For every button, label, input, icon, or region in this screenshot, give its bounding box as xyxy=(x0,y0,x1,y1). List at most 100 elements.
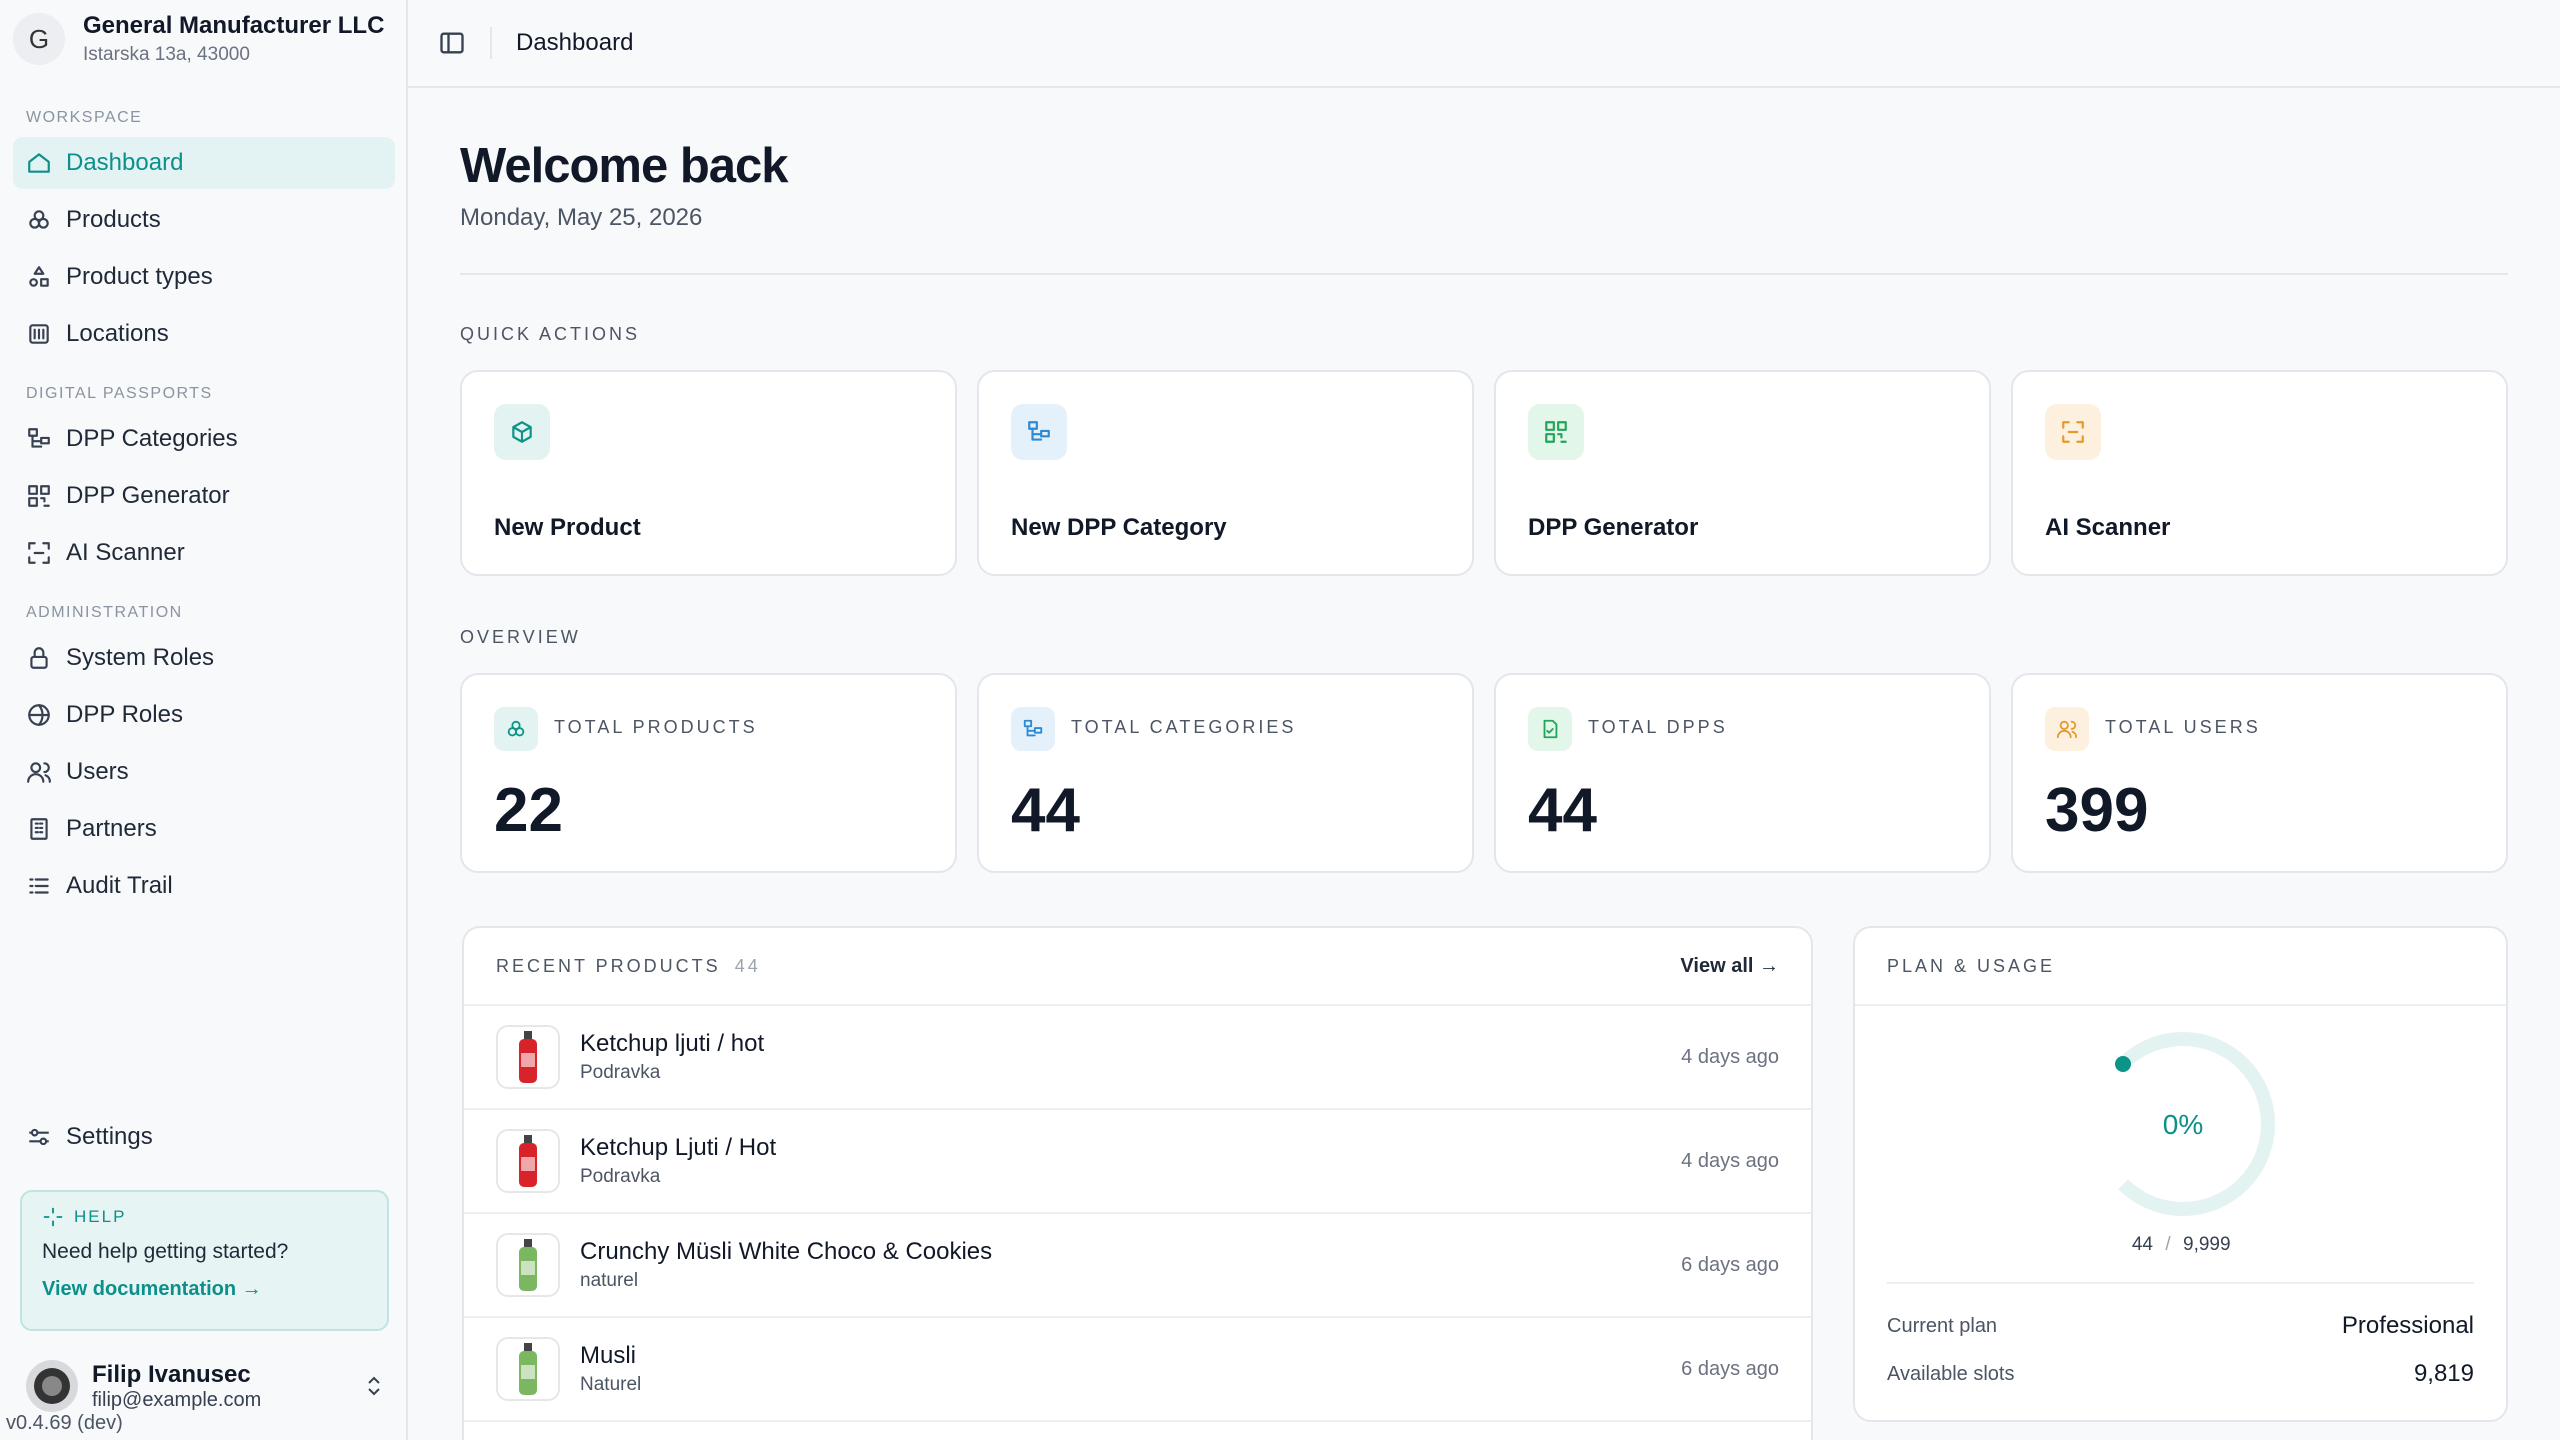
nav-label: Users xyxy=(66,758,129,785)
nav-item[interactable]: DPP Categories xyxy=(13,413,395,465)
plan-row: Available slots 9,819 xyxy=(1855,1350,2506,1398)
card-title: DPP Generator xyxy=(1528,514,1699,541)
product-row[interactable]: Crunchy Müsli White Choco & Cookies natur… xyxy=(464,1214,1811,1318)
stat-card: TOTAL PRODUCTS 22 xyxy=(460,673,957,873)
stat-label: TOTAL CATEGORIES xyxy=(1071,717,1297,737)
nav-label: System Roles xyxy=(66,644,215,671)
section-label: QUICK ACTIONS xyxy=(460,324,641,344)
quick-action-card[interactable]: New Product xyxy=(460,370,957,576)
user-name: Filip Ivanusec xyxy=(92,1360,251,1388)
product-name: Ketchup Ljuti / Hot xyxy=(580,1134,777,1161)
product-row[interactable]: Ketchup Ljuti / Hot Podravka 4 days ago xyxy=(464,1110,1811,1214)
stat-value: 44 xyxy=(1528,776,1597,845)
icon xyxy=(2045,707,2089,751)
view-all[interactable]: View all → xyxy=(1680,954,1779,977)
stat-card: TOTAL USERS 399 xyxy=(2011,673,2508,873)
plan-key: Current plan xyxy=(1887,1314,1998,1337)
card-title: New Product xyxy=(494,514,641,541)
nav-item[interactable]: Product types xyxy=(13,251,395,303)
nav-item[interactable]: DPP Roles xyxy=(13,689,395,741)
sidebar-toggle[interactable] xyxy=(438,29,466,57)
nav-label: Locations xyxy=(66,320,169,347)
product-thumb xyxy=(496,1129,560,1193)
help-label: HELP xyxy=(74,1207,127,1226)
product-thumb xyxy=(496,1337,560,1401)
usage-separator: / xyxy=(2165,1234,2171,1255)
icon xyxy=(494,404,550,460)
org-switcher[interactable]: G General Manufacturer LLC Istarska 13a,… xyxy=(13,12,384,66)
product-time: 4 days ago xyxy=(1681,1149,1779,1172)
nav-item[interactable]: Dashboard xyxy=(13,137,395,189)
help-link[interactable]: View documentation → xyxy=(42,1278,262,1300)
icon xyxy=(1011,404,1067,460)
stat-label: TOTAL USERS xyxy=(2105,717,2261,737)
product-time: 4 days ago xyxy=(1681,1045,1779,1068)
help-text: Need help getting started? xyxy=(42,1240,289,1263)
nav-item[interactable]: System Roles xyxy=(13,632,395,684)
nav-item[interactable]: Partners xyxy=(13,803,395,855)
org-avatar: G xyxy=(13,13,65,65)
product-info: Ketchup Ljuti / Hot Podravka xyxy=(580,1134,776,1188)
product-name: Crunchy Müsli White Choco & Cookies xyxy=(580,1238,993,1265)
icon xyxy=(1528,404,1584,460)
nav-item[interactable]: Settings xyxy=(13,1111,395,1163)
stat-label: TOTAL DPPS xyxy=(1588,717,1728,737)
panel-title: RECENT PRODUCTS xyxy=(496,955,721,976)
nav-label: Products xyxy=(66,206,161,233)
plan-key: Available slots xyxy=(1887,1362,2015,1385)
nav-item[interactable]: Audit Trail xyxy=(13,860,395,912)
quick-action-card[interactable]: DPP Generator xyxy=(1494,370,1991,576)
card-title: New DPP Category xyxy=(1011,514,1227,541)
nav-section: ADMINISTRATION xyxy=(26,604,183,621)
product-time: 6 days ago xyxy=(1681,1357,1779,1380)
stat-card: TOTAL CATEGORIES 44 xyxy=(977,673,1474,873)
nav-label: Audit Trail xyxy=(66,872,173,899)
product-brand: naturel xyxy=(580,1270,639,1291)
panel-title: PLAN & USAGE xyxy=(1887,955,2056,976)
product-brand: Podravka xyxy=(580,1166,661,1187)
sidebar: G General Manufacturer LLC Istarska 13a,… xyxy=(0,0,408,1440)
quick-action-card[interactable]: AI Scanner xyxy=(2011,370,2508,576)
product-info: Musli Naturel xyxy=(580,1342,641,1396)
stat-value: 22 xyxy=(494,776,563,845)
card-title: AI Scanner xyxy=(2045,514,2171,541)
breadcrumb: Dashboard xyxy=(516,29,634,56)
stat-card: TOTAL DPPS 44 xyxy=(1494,673,1991,873)
product-time: 6 days ago xyxy=(1681,1253,1779,1276)
quick-action-card[interactable]: New DPP Category xyxy=(977,370,1474,576)
date: Monday, May 25, 2026 xyxy=(460,204,703,231)
nav-item[interactable]: Locations xyxy=(13,308,395,360)
product-thumb xyxy=(496,1233,560,1297)
icon xyxy=(494,707,538,751)
nav-item[interactable]: AI Scanner xyxy=(13,527,395,579)
user-menu[interactable]: Filip Ivanusec filip@example.com xyxy=(26,1360,386,1412)
nav-label: Dashboard xyxy=(66,149,184,176)
help-box: HELP Need help getting started? View doc… xyxy=(20,1190,389,1331)
product-row[interactable]: Musli Naturel 6 days ago xyxy=(464,1318,1811,1422)
nav-label: DPP Categories xyxy=(66,425,238,452)
header: Dashboard xyxy=(408,0,2560,88)
usage-used: 44 xyxy=(2132,1234,2154,1255)
plan-row: Current plan Professional xyxy=(1855,1302,2506,1350)
plan-value: Professional xyxy=(2341,1312,2474,1339)
nav-label: DPP Roles xyxy=(66,701,183,728)
user-avatar xyxy=(26,1360,78,1412)
product-info: Crunchy Müsli White Choco & Cookies natur… xyxy=(580,1238,992,1292)
usage-limit: 9,999 xyxy=(2183,1234,2231,1255)
stat-value: 44 xyxy=(1011,776,1080,845)
nav-item[interactable]: Users xyxy=(13,746,395,798)
nav-label: DPP Generator xyxy=(66,482,230,509)
org-name: General Manufacturer LLC xyxy=(83,12,385,39)
main: Dashboard Welcome back Monday, May 25, 2… xyxy=(408,0,2560,1440)
product-name: Ketchup ljuti / hot xyxy=(580,1030,765,1057)
product-info: Ketchup ljuti / hot Podravka xyxy=(580,1030,764,1084)
icon xyxy=(1528,707,1572,751)
nav: WORKSPACE Dashboard Products Product types L… xyxy=(13,104,395,912)
nav-item[interactable]: DPP Generator xyxy=(13,470,395,522)
user-email: filip@example.com xyxy=(92,1388,262,1411)
nav-label: AI Scanner xyxy=(66,539,185,566)
nav-item[interactable]: Products xyxy=(13,194,395,246)
nav-label: Settings xyxy=(66,1123,153,1150)
product-row[interactable]: Ketchup ljuti / hot Podravka 4 days ago xyxy=(464,1006,1811,1110)
